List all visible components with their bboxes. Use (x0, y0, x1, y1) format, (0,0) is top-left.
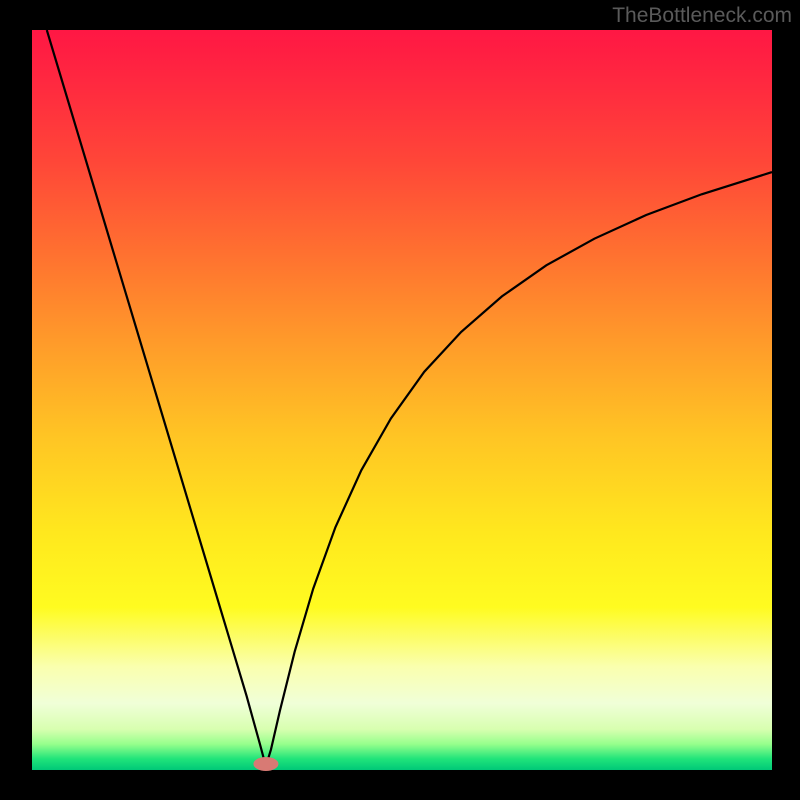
minimum-marker (253, 757, 278, 771)
watermark-text: TheBottleneck.com (612, 4, 792, 28)
chart-container: { "watermark": { "text": "TheBottleneck.… (0, 0, 800, 800)
curve-path (47, 30, 772, 766)
plot-area (32, 30, 772, 770)
bottleneck-curve (32, 30, 772, 770)
